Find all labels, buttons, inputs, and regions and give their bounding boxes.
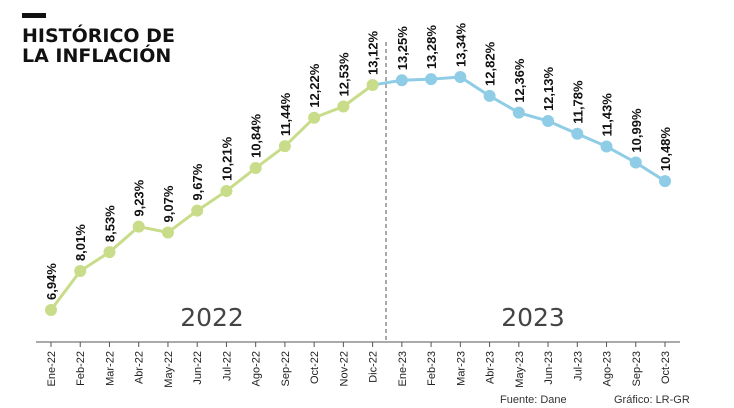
data-label-oct-22: 12,22% [307,63,322,108]
x-tick-label-jul-23: Jul-23 [572,351,584,381]
data-label-may-23: 12,36% [512,58,527,103]
x-tick-label-abr-22: Abr-22 [134,351,146,384]
x-tick-label-jun-22: Jun-22 [192,351,204,385]
x-tick-label-feb-23: Feb-23 [426,351,438,386]
x-tick-label-jul-22: Jul-22 [221,351,233,381]
data-point-oct-22 [308,111,321,124]
data-label-feb-23: 13,28% [424,25,439,70]
chart-title-line2: LA INFLACIÓN [22,43,171,67]
year-label-2023: 2023 [501,303,565,332]
data-point-mar-23 [454,71,467,83]
chart-title-line1: HISTÓRICO DE [22,23,175,47]
data-label-ene-22: 6,94% [44,263,59,300]
x-tick-label-sep-23: Sep-23 [631,351,643,386]
data-point-jul-23 [571,127,584,140]
x-tick-label-oct-22: Oct-22 [309,351,321,384]
x-tick-label-feb-22: Feb-22 [75,351,87,386]
data-label-may-22: 9,07% [161,185,176,222]
data-label-ene-23: 13,25% [395,26,410,71]
data-point-may-23 [512,106,525,119]
data-point-abr-22 [132,220,145,233]
x-tick-label-ago-22: Ago-22 [251,351,263,386]
x-tick-label-ago-23: Ago-23 [602,351,614,386]
x-tick-label-may-22: May-22 [163,351,175,388]
data-label-nov-22: 12,53% [336,52,351,97]
x-tick-label-nov-22: Nov-22 [338,351,350,386]
data-label-sep-22: 11,44% [278,92,293,136]
source-text: Fuente: Dane [500,394,567,406]
year-label-2022: 2022 [180,303,244,332]
data-label-jun-23: 12,13% [541,67,556,112]
x-tick-label-mar-22: Mar-22 [104,351,116,386]
x-axis-tick-labels: Ene-22 Feb-22 Mar-22 Abr-22 May-22 Jun-22 Jul-… [46,351,672,388]
data-point-may-22 [161,226,174,239]
data-point-jul-22 [220,184,233,197]
x-tick-label-abr-23: Abr-23 [485,351,497,384]
x-tick-label-sep-22: Sep-22 [280,351,292,386]
data-label-jul-23: 11,78% [570,80,585,124]
data-point-sep-23 [629,156,642,169]
x-tick-label-jun-23: Jun-23 [543,351,555,385]
x-tick-label-oct-23: Oct-23 [660,351,672,384]
credit-text: Gráfico: LR-GR [614,394,690,406]
data-label-mar-23: 13,34% [453,22,468,67]
data-point-ene-23 [395,74,408,87]
title-accent-bar [22,13,46,18]
data-label-ago-23: 11,43% [600,93,615,137]
data-label-jul-22: 10,21% [219,136,234,181]
data-label-jun-22: 9,67% [190,163,205,200]
data-point-ene-22 [45,304,57,316]
data-label-dic-22: 13,12% [366,30,381,75]
x-tick-label-may-23: May-23 [514,351,526,388]
data-label-oct-23: 10,48% [658,127,673,172]
x-tick-label-mar-23: Mar-23 [455,351,467,386]
data-label-ago-22: 10,84% [249,113,264,158]
data-point-mar-22 [103,246,116,259]
data-label-mar-22: 8,53% [102,205,117,242]
x-axis-ticks [50,342,666,347]
data-point-jun-22 [191,204,204,217]
x-tick-label-ene-22: Ene-22 [46,351,58,386]
data-label-feb-22: 8,01% [73,224,88,261]
data-label-sep-23: 10,99% [629,108,644,153]
data-point-dic-22 [366,79,379,92]
data-points [45,71,671,316]
data-point-feb-22 [74,265,87,278]
data-point-nov-22 [337,100,350,113]
x-tick-label-dic-22: Dic-22 [368,351,380,383]
data-label-abr-23: 12,82% [483,41,498,86]
data-point-sep-22 [278,140,291,153]
data-point-ago-22 [249,162,262,175]
data-point-jun-23 [542,115,555,128]
x-tick-label-ene-23: Ene-23 [397,351,409,386]
data-label-abr-22: 9,23% [132,179,147,216]
data-point-abr-23 [483,89,496,102]
data-labels: 6,94% 8,01% 8,53% 9,23% 9,07% 9,67% 10,21% 10,8… [44,22,673,300]
data-point-ago-23 [600,140,613,153]
data-point-oct-23 [659,175,671,188]
data-point-feb-23 [425,73,438,86]
